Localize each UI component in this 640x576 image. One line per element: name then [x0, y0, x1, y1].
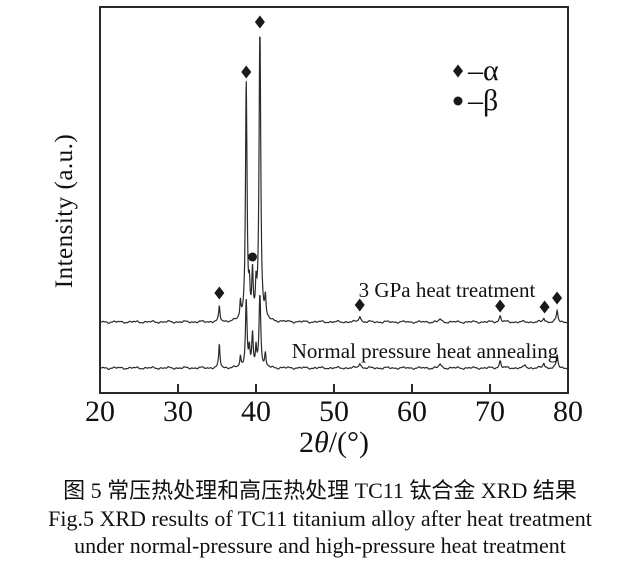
x-tick-label: 30 [163, 395, 193, 428]
x-tick-label: 20 [85, 395, 115, 428]
xrd-trace-3gpa [99, 36, 569, 324]
y-axis-label: Intensity (a.u.) [51, 134, 78, 288]
xrd-chart: 20 30 40 50 60 70 80 –α–β 3 GPa heat treatment… [51, 6, 583, 459]
beta-circle-icon [453, 96, 463, 106]
series-label-3gpa: 3 GPa heat treatment [359, 278, 536, 302]
figure-caption-en-line2: under normal-pressure and high-pressure … [74, 533, 566, 558]
x-axis-label: 2θ/(°) [299, 426, 369, 459]
x-axis-label-theta: θ [314, 426, 329, 459]
legend-label-alpha: –α [467, 54, 499, 87]
x-axis-label-suffix: /(°) [329, 426, 369, 459]
alpha-peak-marker [241, 65, 252, 79]
x-axis-label-prefix: 2 [299, 426, 314, 459]
figure-caption: 图 5 常压热处理和高压热处理 TC11 钛合金 XRD 结果 Fig.5 XR… [0, 477, 640, 559]
legend-label-beta: –β [467, 84, 498, 117]
x-axis-ticks: 20 30 40 50 60 70 80 [85, 384, 583, 428]
beta-peak-marker [247, 252, 257, 262]
plot-frame [99, 6, 569, 394]
legend: –α–β [453, 54, 499, 117]
xrd-traces [99, 36, 569, 371]
alpha-peak-marker [254, 15, 265, 29]
x-tick-label: 60 [397, 395, 427, 428]
alpha-peak-marker [539, 300, 550, 314]
alpha-peak-marker [214, 286, 225, 300]
x-tick-label: 50 [319, 395, 349, 428]
series-label-normal: Normal pressure heat annealing [292, 339, 559, 363]
xrd-trace-normal [99, 294, 569, 371]
peak-markers [214, 15, 563, 314]
x-tick-label: 80 [553, 395, 583, 428]
alpha-peak-marker [552, 291, 563, 305]
x-tick-label: 70 [475, 395, 505, 428]
alpha-peak-marker [495, 299, 506, 313]
alpha-peak-marker [354, 298, 365, 312]
figure-caption-en-line1: Fig.5 XRD results of TC11 titanium alloy… [48, 506, 592, 531]
alpha-diamond-icon [453, 64, 463, 78]
x-tick-label: 40 [241, 395, 271, 428]
figure-caption-cn: 图 5 常压热处理和高压热处理 TC11 钛合金 XRD 结果 [63, 478, 577, 503]
